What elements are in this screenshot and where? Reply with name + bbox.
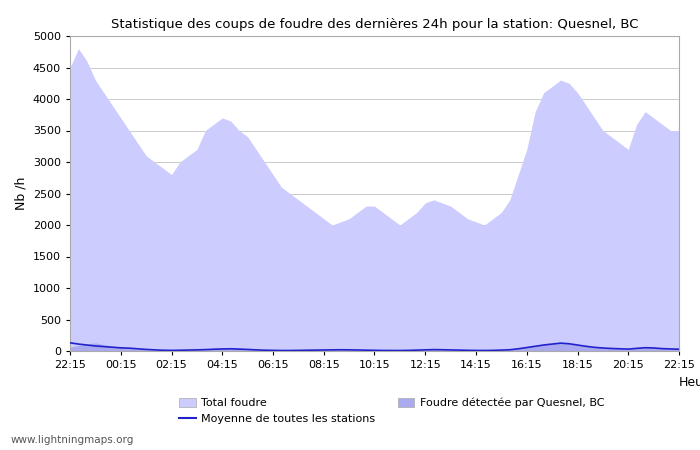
Y-axis label: Nb /h: Nb /h [14,177,27,210]
Title: Statistique des coups de foudre des dernières 24h pour la station: Quesnel, BC: Statistique des coups de foudre des dern… [111,18,638,31]
Text: Heure: Heure [679,376,700,389]
Legend: Total foudre, Moyenne de toutes les stations, Foudre détectée par Quesnel, BC: Total foudre, Moyenne de toutes les stat… [179,397,604,424]
Text: www.lightningmaps.org: www.lightningmaps.org [10,435,134,445]
